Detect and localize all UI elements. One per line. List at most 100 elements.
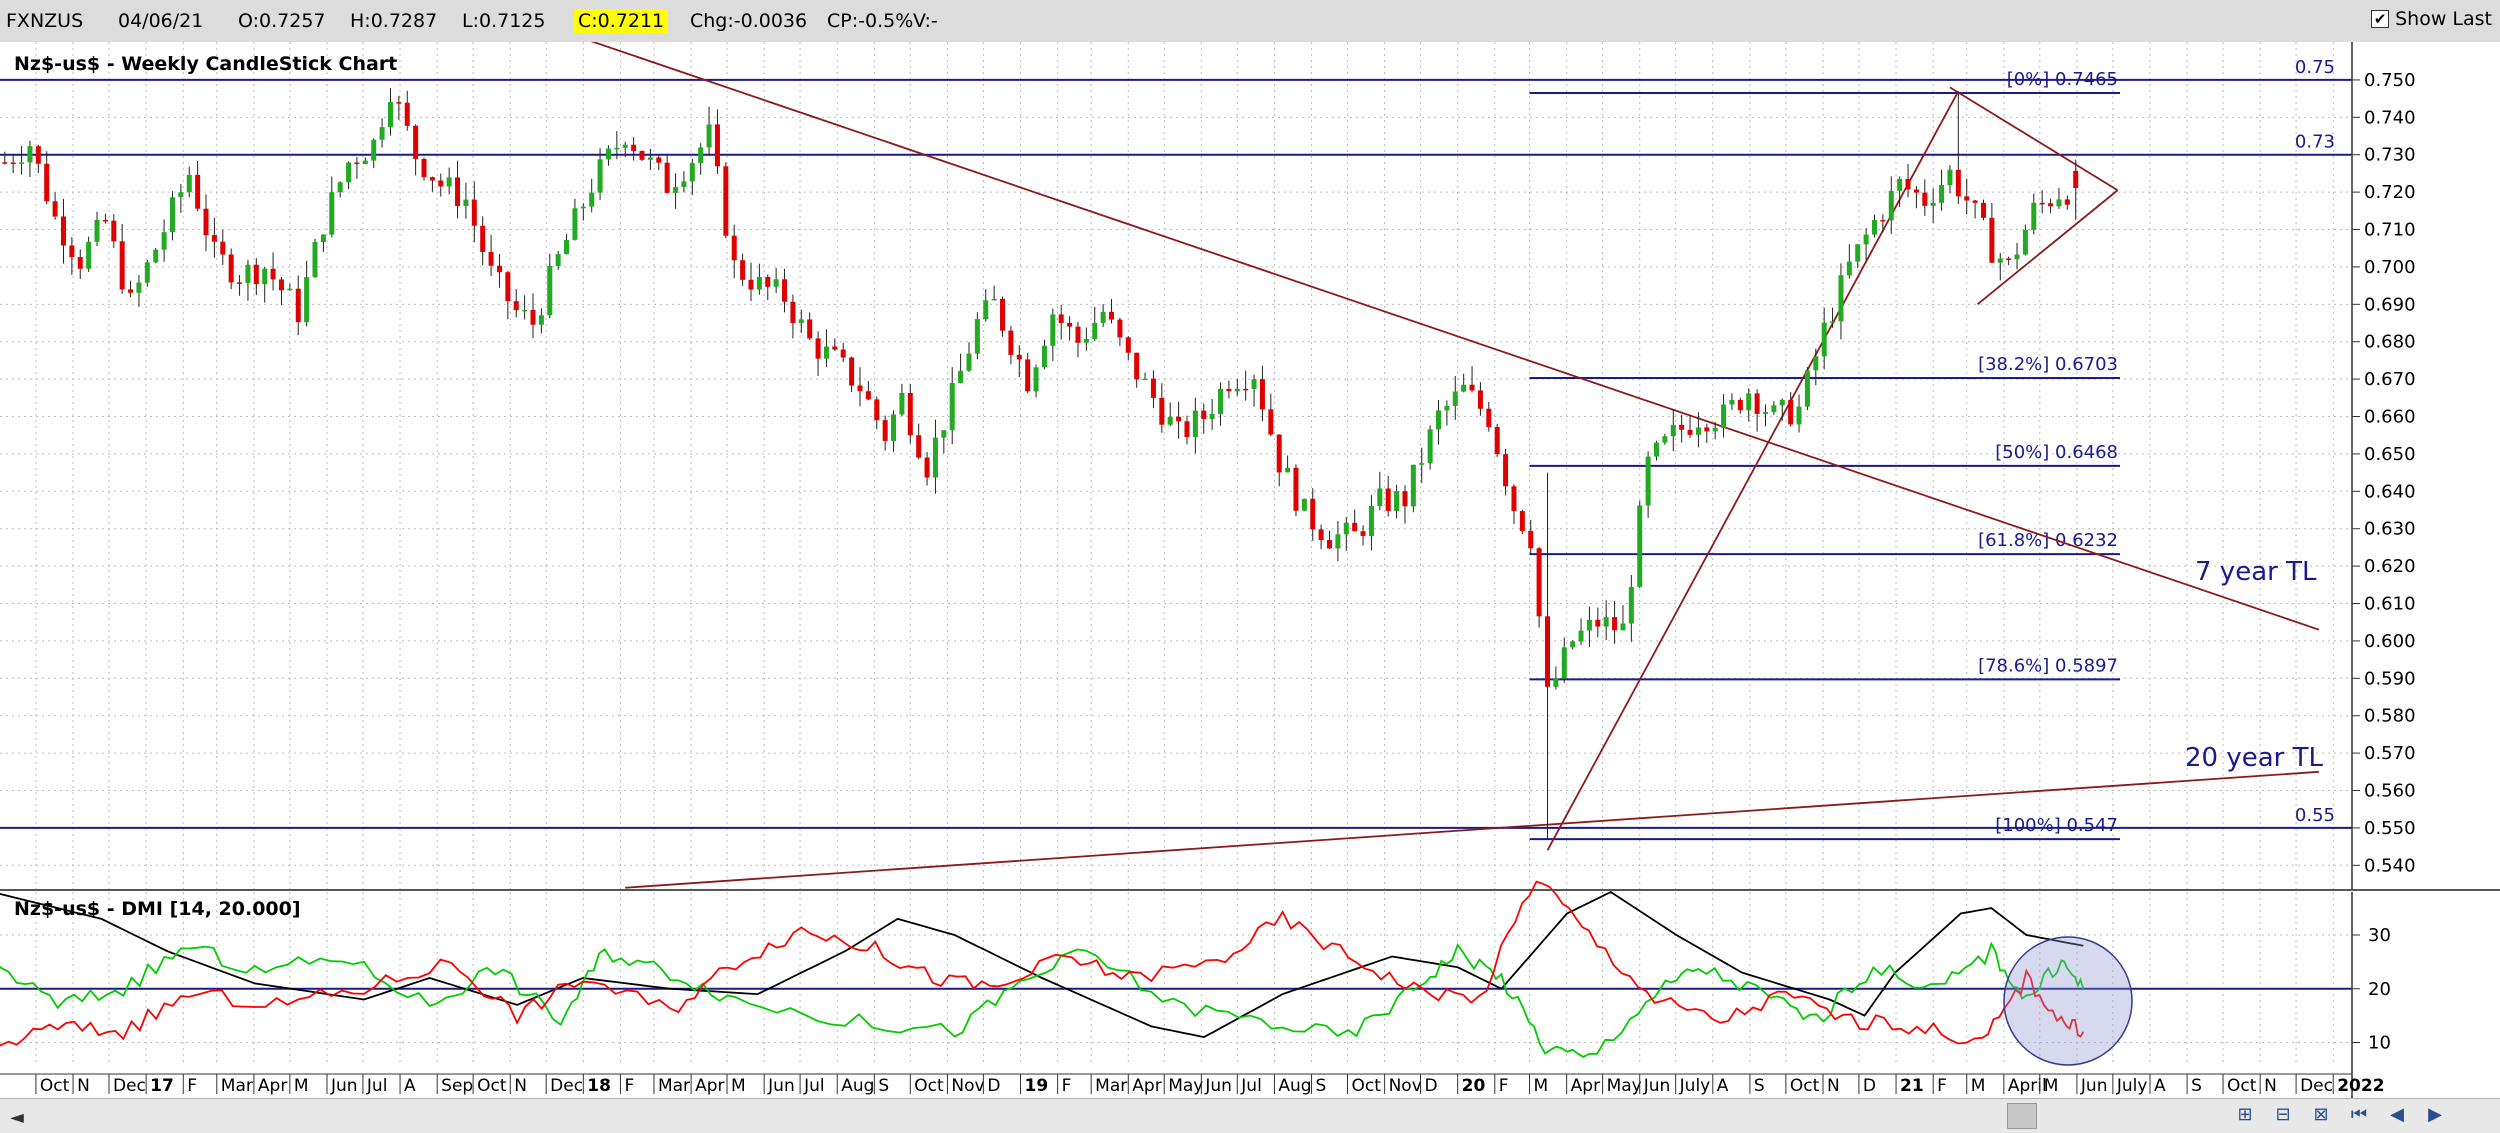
candle-body [211,235,217,242]
candle-body [1846,261,1852,276]
candle-body [2006,258,2012,260]
price-panel: 0.75 0.73 0.55 [0%] 0.7465 [38.2%] 0.6703 [5… [0,42,2500,890]
scrollbar-thumb[interactable] [2007,1103,2037,1129]
candle-body [1645,456,1651,506]
candle-body [1486,408,1492,428]
candle-body [111,220,117,242]
time-tick-label: 18 [587,1076,611,1096]
candle-body [203,208,209,236]
candle-body [1092,322,1098,340]
candle-body [798,319,804,324]
zoom-in-icon[interactable]: ⊞ [2237,1104,2253,1125]
hline-label: 0.75 [2295,57,2335,78]
candle-body [605,148,611,160]
candle-body [1100,311,1106,323]
candle-body [1142,378,1148,381]
price-tick-label: 0.750 [2364,70,2416,91]
time-tick-label: May [1168,1076,1203,1096]
time-tick-label: S [1316,1076,1327,1096]
candle-body [278,279,284,291]
candle-body [1888,190,1894,221]
candle-body [1922,192,1928,206]
candle-body [673,187,679,193]
chart-area[interactable]: 0.75 0.73 0.55 [0%] 0.7465 [38.2%] 0.6703 [5… [0,42,2500,1098]
candle-body [1679,424,1685,430]
price-tick-label: 0.650 [2364,444,2416,465]
candle-body [538,315,544,325]
candle-body [991,298,997,301]
candle-body [1880,219,1886,222]
candle-body [1461,384,1467,392]
candle-body [740,260,746,280]
candle-body [1385,488,1391,511]
candle-body [1075,326,1081,343]
time-tick-label: Mar [658,1076,690,1096]
candle-body [387,102,393,128]
candle-body [2064,199,2070,205]
candle-body [195,174,201,209]
candle-body [1695,427,1701,435]
candle-body [245,264,251,283]
time-tick-label: Jun [2080,1076,2108,1096]
candle-body [1779,399,1785,406]
candle-body [44,163,50,202]
candle-body [136,282,142,293]
candle-body [840,349,846,358]
candle-body [1771,405,1777,413]
candle-body [1570,641,1576,648]
candle-body [1134,352,1140,380]
prev-icon[interactable]: ◀ [2390,1104,2404,1125]
candle-body [949,383,955,431]
candle-body [379,127,385,140]
candle-body [396,102,402,104]
candle-body [1025,359,1031,392]
candle-body [1276,434,1282,473]
candle-body [1285,467,1291,473]
time-tick-label: Jun [1643,1076,1671,1096]
time-tick-label: S [1754,1076,1765,1096]
candle-body [1318,529,1324,541]
candle-body [1972,200,1978,203]
candle-body [1746,393,1752,411]
candle-body [52,201,58,217]
time-tick-label: Oct [1351,1076,1381,1096]
show-last-toggle[interactable]: ✔ Show Last [2371,8,2492,30]
time-tick-label: Nov [1389,1076,1422,1096]
fib-level-label: [0%] 0.7465 [2007,69,2118,90]
candle-body [1301,498,1307,511]
candle-body [329,192,335,235]
candle-body [924,457,930,478]
candle-body [169,197,175,233]
price-tick-label: 0.700 [2364,257,2416,278]
candle-body [1327,540,1333,549]
candle-body [455,177,461,206]
time-tick-label: 20 [1462,1076,1486,1096]
candle-body [1939,185,1945,203]
time-tick-label: 2022 [2337,1076,2384,1096]
time-tick-label: Dec [2300,1076,2333,1096]
candle-body [639,150,645,160]
candle-body [2,162,8,164]
header-bar: FXNZUS 04/06/21 O:0.7257 H:0.7287 L:0.71… [0,0,2500,43]
candle-body [765,276,771,287]
price-tick-label: 0.720 [2364,182,2416,203]
candle-body [631,144,637,151]
time-tick-label: A [1717,1076,1729,1096]
time-tick-label: Apr [1571,1076,1600,1096]
zoom-fit-icon[interactable]: ⊠ [2313,1104,2329,1125]
candle-body [1394,491,1400,511]
first-icon[interactable]: ⏮ [2350,1104,2368,1125]
next-icon[interactable]: ▶ [2428,1104,2442,1125]
candle-body [1980,202,1986,218]
candle-body [404,102,410,126]
candle-body [1201,410,1207,420]
show-last-checkbox[interactable]: ✔ [2371,10,2390,28]
dmi-tick-label: 30 [2368,925,2391,946]
candle-body [815,338,821,359]
candle-body [463,199,469,206]
scroll-left-icon[interactable]: ◄ [10,1107,24,1128]
candle-body [10,162,16,164]
zoom-out-icon[interactable]: ⊟ [2275,1104,2291,1125]
dmi-tick-label: 10 [2368,1033,2391,1054]
candle-body [2048,203,2054,207]
